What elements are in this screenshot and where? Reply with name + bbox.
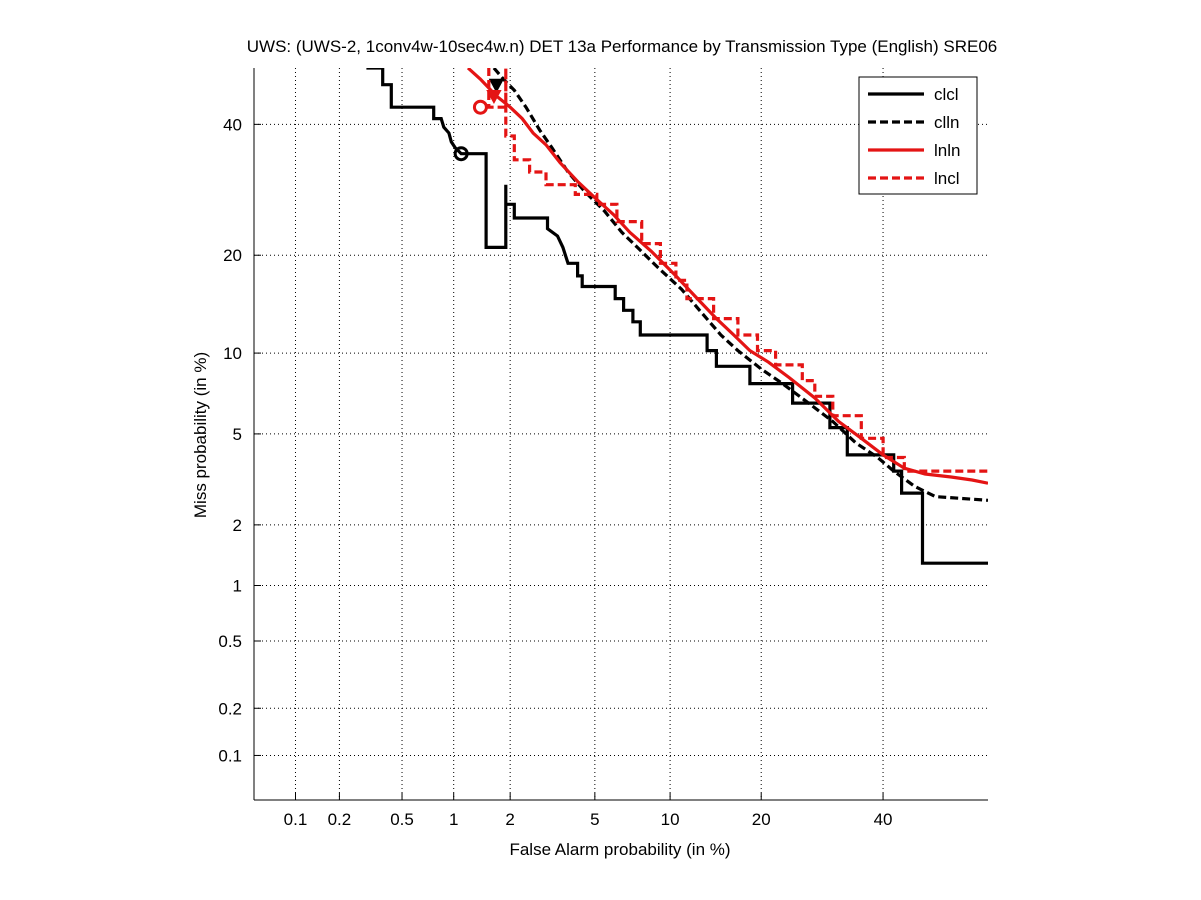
x-axis-title: False Alarm probability (in %) [509,840,730,859]
x-tick-label: 10 [661,810,680,829]
y-tick-label: 40 [223,115,242,134]
series-layer [366,68,988,565]
y-tick-label: 0.5 [218,632,242,651]
x-tick-label: 20 [752,810,771,829]
y-tick-label: 0.2 [218,699,242,718]
legend-box [858,76,978,195]
y-tick-label: 0.1 [218,746,242,765]
x-tick-label: 1 [449,810,458,829]
x-tick-label: 5 [590,810,599,829]
series-line-lncl [487,68,988,473]
x-tick-label: 0.1 [284,810,308,829]
y-tick-label: 20 [223,246,242,265]
y-tick-label: 2 [233,516,242,535]
chart-title: UWS: (UWS-2, 1conv4w-10sec4w.n) DET 13a … [247,37,998,56]
legend-label-clln: clln [934,113,960,132]
y-tick-label: 1 [233,577,242,596]
series-line-clcl [366,68,988,565]
x-tick-label: 2 [505,810,514,829]
x-tick-label: 40 [874,810,893,829]
series-marker-clcl [453,146,469,162]
y-axis-title: Miss probability (in %) [191,352,210,518]
legend-label-lncl: lncl [934,169,960,188]
series-marker-lnln [472,99,488,115]
axes: 0.1 0.2 0.5 1 2 5 10 20 40 0.1 0.2 0.5 1 2 5 10 20 40 [218,68,988,829]
series-marker-clln [488,78,505,93]
x-tick-label: 0.5 [390,810,414,829]
series-line-clln [492,68,988,502]
legend-label-clcl: clcl [934,85,959,104]
x-tick-label: 0.2 [328,810,352,829]
series-marker-lncl [486,89,502,105]
legend: clcl clln lnln lncl [858,76,978,195]
y-tick-label: 10 [223,344,242,363]
y-tick-label: 5 [233,425,242,444]
legend-label-lnln: lnln [934,141,960,160]
